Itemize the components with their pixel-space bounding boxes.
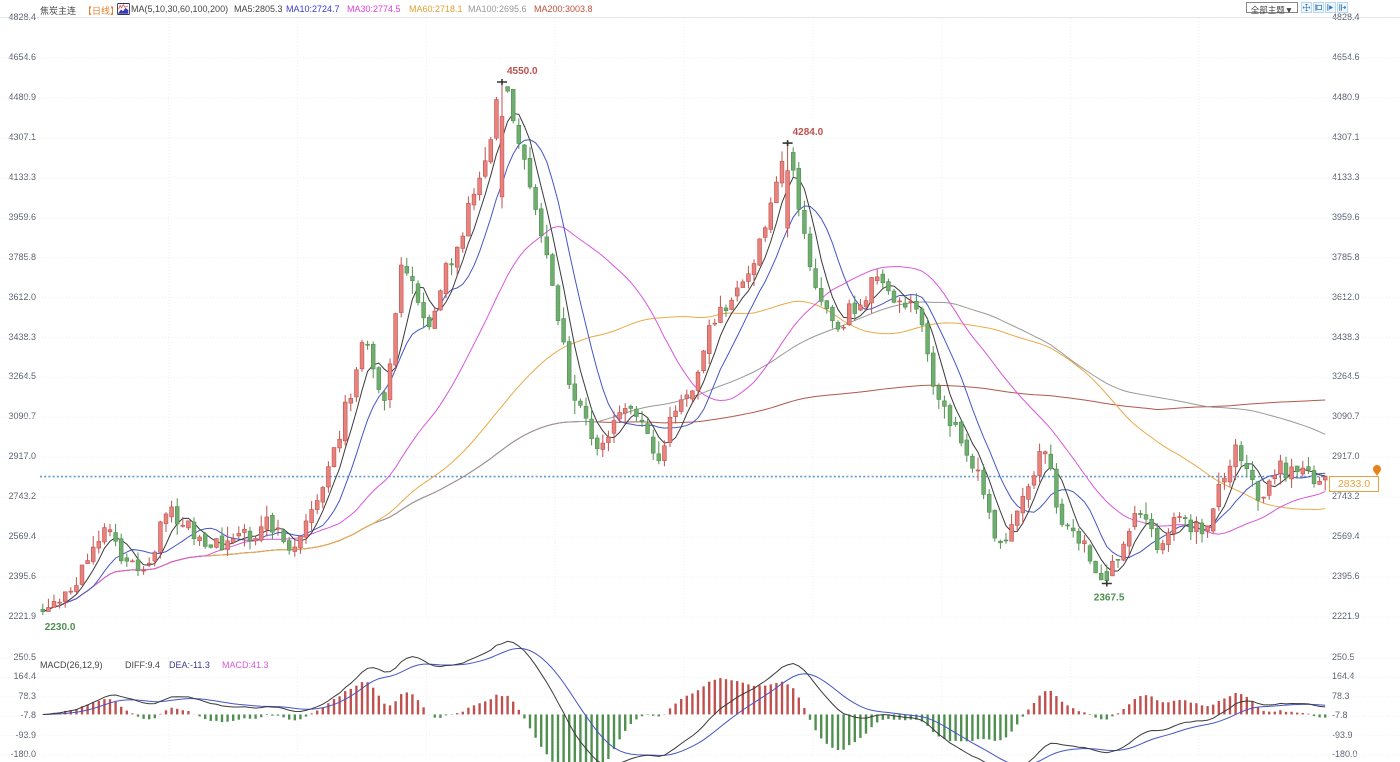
svg-text:2230.0: 2230.0 [45,622,76,633]
svg-text:4284.0: 4284.0 [793,127,824,138]
svg-text:2367.5: 2367.5 [1094,593,1125,604]
svg-text:4550.0: 4550.0 [507,66,538,77]
